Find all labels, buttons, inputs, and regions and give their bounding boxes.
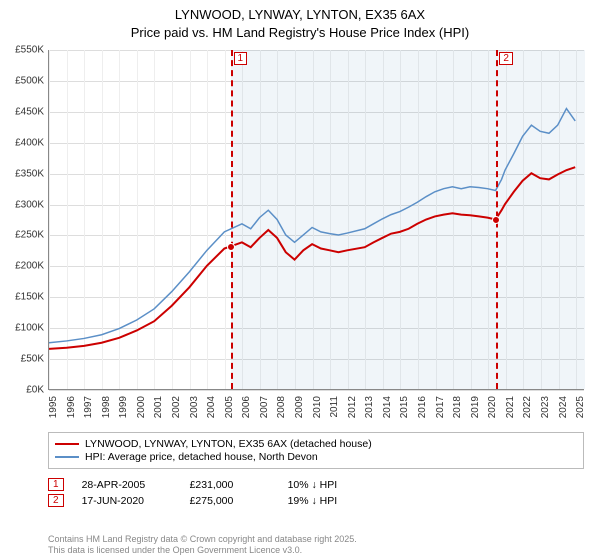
x-tick-label: 2003 [189,396,200,418]
sale-hpi-1: 10% ↓ HPI [288,479,378,491]
x-tick-label: 2022 [522,396,533,418]
title-line-2: Price paid vs. HM Land Registry's House … [0,24,600,42]
x-tick-label: 1999 [118,396,129,418]
y-tick-label: £100K [15,323,44,334]
x-tick-label: 1997 [83,396,94,418]
x-tick-label: 1995 [48,396,59,418]
x-tick-label: 2020 [487,396,498,418]
sales-table: 1 28-APR-2005 £231,000 10% ↓ HPI 2 17-JU… [48,475,584,510]
x-tick-label: 2015 [399,396,410,418]
x-tick-label: 2013 [364,396,375,418]
sale-price-2: £275,000 [190,495,270,507]
x-tick-label: 2011 [329,396,340,418]
y-tick-label: £200K [15,261,44,272]
x-tick-label: 2002 [171,396,182,418]
plot-area: 12 [48,50,584,390]
legend-label-1: LYNWOOD, LYNWAY, LYNTON, EX35 6AX (detac… [85,438,372,450]
x-tick-label: 2014 [382,396,393,418]
legend-label-2: HPI: Average price, detached house, Nort… [85,451,318,463]
x-tick-label: 2017 [435,396,446,418]
x-tick-label: 2010 [312,396,323,418]
y-tick-label: £500K [15,75,44,86]
marker-label-2: 2 [499,52,513,65]
legend-item-1: LYNWOOD, LYNWAY, LYNTON, EX35 6AX (detac… [55,438,577,450]
x-tick-label: 2012 [347,396,358,418]
title-block: LYNWOOD, LYNWAY, LYNTON, EX35 6AX Price … [0,0,600,43]
sale-date-2: 17-JUN-2020 [82,495,172,507]
y-tick-label: £250K [15,230,44,241]
x-tick-label: 2025 [575,396,586,418]
chart-container: LYNWOOD, LYNWAY, LYNTON, EX35 6AX Price … [0,0,600,560]
marker-point-2 [492,216,500,224]
x-tick-label: 2018 [452,396,463,418]
sale-row-1: 1 28-APR-2005 £231,000 10% ↓ HPI [48,478,584,491]
attribution: Contains HM Land Registry data © Crown c… [48,534,357,557]
sale-price-1: £231,000 [190,479,270,491]
sale-num-1: 1 [48,478,64,491]
sale-row-2: 2 17-JUN-2020 £275,000 19% ↓ HPI [48,494,584,507]
x-tick-label: 2007 [259,396,270,418]
title-line-1: LYNWOOD, LYNWAY, LYNTON, EX35 6AX [0,6,600,24]
y-tick-label: £400K [15,137,44,148]
y-tick-label: £50K [21,354,44,365]
marker-point-1 [227,243,235,251]
x-tick-label: 2006 [241,396,252,418]
x-tick-label: 2004 [206,396,217,418]
y-axis: £0K£50K£100K£150K£200K£250K£300K£350K£40… [0,50,46,390]
x-axis: 1995 1996 1997 1998 1999 2000 2001 2002 2003 2004… [48,392,584,430]
legend-item-2: HPI: Average price, detached house, Nort… [55,451,577,463]
attribution-line-2: This data is licensed under the Open Gov… [48,545,357,556]
sale-hpi-2: 19% ↓ HPI [288,495,378,507]
x-tick-label: 2024 [558,396,569,418]
sale-num-2: 2 [48,494,64,507]
y-tick-label: £150K [15,292,44,303]
x-tick-label: 2021 [505,396,516,418]
x-tick-label: 2019 [470,396,481,418]
y-tick-label: £350K [15,168,44,179]
y-tick-label: £550K [15,45,44,56]
x-tick-label: 2001 [153,396,164,418]
x-tick-label: 2023 [540,396,551,418]
line-svg [49,50,584,389]
x-tick-label: 2016 [417,396,428,418]
x-tick-label: 2008 [276,396,287,418]
x-tick-label: 1996 [66,396,77,418]
marker-label-1: 1 [234,52,248,65]
sale-date-1: 28-APR-2005 [82,479,172,491]
legend: LYNWOOD, LYNWAY, LYNTON, EX35 6AX (detac… [48,432,584,469]
y-tick-label: £0K [26,385,44,396]
x-tick-label: 1998 [101,396,112,418]
attribution-line-1: Contains HM Land Registry data © Crown c… [48,534,357,545]
y-tick-label: £450K [15,106,44,117]
marker-line-1 [231,50,233,389]
x-tick-label: 2009 [294,396,305,418]
x-tick-label: 2000 [136,396,147,418]
legend-swatch-2 [55,456,79,458]
legend-swatch-1 [55,443,79,445]
y-tick-label: £300K [15,199,44,210]
x-tick-label: 2005 [224,396,235,418]
